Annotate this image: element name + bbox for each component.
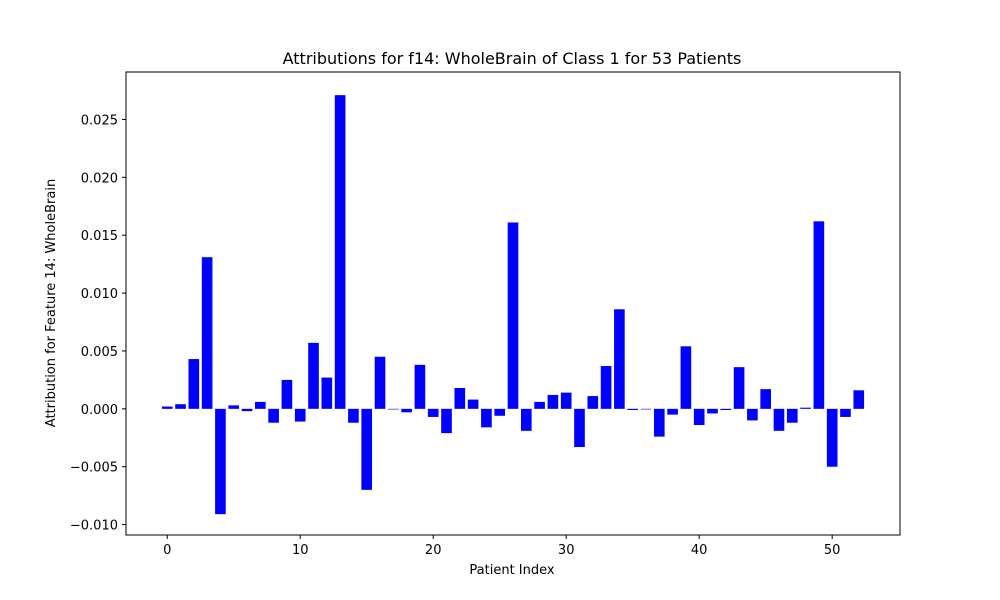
x-tick-label: 30 — [558, 543, 575, 558]
bar-patient-37 — [653, 408, 665, 437]
bar-patient-16 — [374, 356, 386, 409]
bar-patient-44 — [747, 408, 758, 421]
bar-patient-11 — [308, 342, 319, 409]
x-axis: 0 10 20 30 40 50 — [163, 535, 840, 558]
bar-patient-36 — [640, 408, 652, 410]
bar-patient-17 — [387, 408, 399, 410]
bar-patient-4 — [215, 408, 226, 515]
bar-patient-49 — [813, 221, 825, 409]
bar-patient-7 — [255, 401, 266, 409]
x-tick-label: 40 — [691, 543, 708, 558]
y-axis-label: Attribution for Feature 14: WholeBrain — [44, 179, 59, 427]
bar-patient-19 — [414, 364, 426, 409]
y-tick-label: 0.025 — [81, 113, 118, 128]
bar-patient-10 — [294, 408, 306, 422]
chart-title: Attributions for f14: WholeBrain of Clas… — [283, 49, 742, 68]
bar-patient-47 — [786, 408, 798, 423]
bar-patient-14 — [348, 408, 359, 423]
bar-patient-38 — [667, 408, 678, 415]
bar-patient-24 — [481, 408, 492, 428]
bar-patient-43 — [733, 367, 745, 409]
bar-patient-6 — [241, 408, 253, 412]
bar-patient-33 — [600, 366, 612, 409]
x-axis-label: Patient Index — [469, 563, 554, 578]
bar-patient-15 — [361, 408, 373, 490]
bar-patient-29 — [547, 394, 559, 409]
x-tick-label: 10 — [292, 543, 309, 558]
x-tick-label: 50 — [824, 543, 841, 558]
y-tick-label: 0.010 — [81, 287, 118, 302]
bar-patient-52 — [853, 390, 865, 409]
bar-patient-39 — [680, 346, 692, 409]
bar-patient-51 — [840, 408, 851, 417]
bar-patient-41 — [707, 408, 718, 414]
bar-patient-12 — [321, 377, 333, 409]
bar-patient-30 — [560, 392, 572, 409]
bar-patient-50 — [826, 408, 838, 467]
bars-group — [161, 95, 865, 515]
bar-patient-34 — [614, 309, 625, 409]
bar-patient-40 — [693, 408, 705, 426]
y-tick-label: 0.005 — [81, 345, 118, 360]
bar-patient-5 — [228, 405, 240, 409]
bar-patient-26 — [507, 222, 519, 409]
y-tick-label: −0.010 — [70, 519, 118, 534]
plot-frame — [125, 71, 901, 536]
bar-patient-48 — [800, 407, 811, 409]
bar-patient-13 — [334, 95, 346, 409]
bar-patient-31 — [574, 408, 585, 448]
bar-patient-20 — [427, 408, 439, 417]
bar-patient-21 — [441, 408, 452, 434]
bar-patient-0 — [161, 406, 173, 409]
bar-patient-22 — [454, 387, 466, 409]
y-axis: −0.010 −0.005 0.000 0.005 0.010 0.015 0.020 0.0… — [70, 113, 126, 534]
bar-patient-8 — [268, 408, 279, 423]
bar-patient-32 — [587, 396, 599, 409]
bar-patient-3 — [201, 257, 213, 409]
bar-patient-23 — [467, 399, 479, 409]
bar-patient-2 — [188, 359, 200, 409]
y-tick-label: 0.015 — [81, 229, 118, 244]
y-tick-label: 0.020 — [81, 171, 118, 186]
bar-patient-27 — [520, 408, 532, 431]
bar-patient-46 — [773, 408, 785, 431]
bar-patient-1 — [175, 404, 186, 409]
bar-patient-45 — [760, 389, 771, 409]
bar-patient-25 — [494, 408, 506, 416]
y-tick-label: −0.005 — [70, 461, 118, 476]
bar-patient-18 — [401, 408, 412, 413]
bar-patient-35 — [627, 408, 639, 410]
y-tick-label: 0.000 — [81, 403, 118, 418]
x-tick-label: 0 — [163, 543, 171, 558]
x-tick-label: 20 — [425, 543, 442, 558]
bar-patient-28 — [534, 401, 545, 409]
bar-patient-42 — [720, 408, 732, 410]
bar-patient-9 — [281, 379, 293, 409]
